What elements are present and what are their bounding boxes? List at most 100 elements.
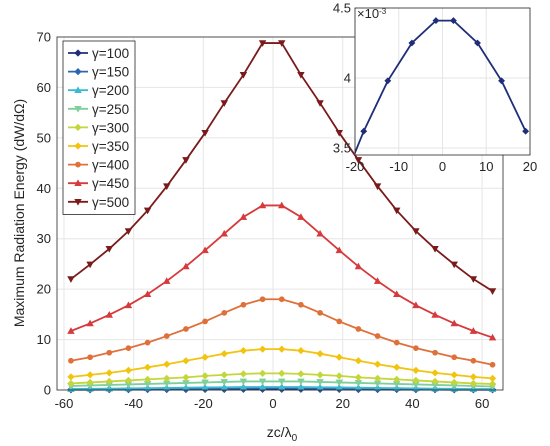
inset-data-point — [498, 77, 505, 85]
data-point — [239, 378, 248, 386]
y-tick-label: 60 — [37, 80, 51, 95]
data-point — [202, 318, 208, 325]
data-point — [86, 371, 94, 379]
legend-item: γ=300 — [68, 120, 129, 135]
x-tick-label: -60 — [55, 396, 74, 411]
inset-data-point — [522, 127, 530, 135]
data-point — [393, 375, 401, 384]
data-point — [201, 129, 209, 137]
data-point — [373, 277, 382, 284]
data-point — [373, 183, 382, 191]
data-point — [105, 245, 113, 253]
data-point — [432, 349, 438, 356]
inset-y-tick-label: 4 — [344, 71, 351, 86]
legend-item: γ=450 — [68, 176, 129, 191]
data-point — [354, 157, 363, 164]
data-point — [431, 311, 439, 318]
legend-marker — [74, 198, 82, 206]
data-point — [67, 373, 75, 381]
data-point — [201, 379, 209, 387]
data-point — [298, 301, 304, 308]
data-point — [239, 370, 248, 378]
data-point — [450, 371, 458, 379]
legend-item: γ=100 — [68, 46, 129, 61]
x-axis-label: zc/λ0 — [267, 424, 298, 444]
data-point — [105, 377, 113, 386]
data-point — [278, 378, 286, 386]
data-point — [67, 379, 75, 388]
legend-label: γ=300 — [92, 120, 129, 135]
data-point — [393, 363, 401, 371]
y-axis-label: Maximum Radiation Energy (dW/dΩ) — [11, 99, 27, 327]
data-point — [143, 375, 152, 384]
data-point — [412, 301, 420, 309]
data-point — [87, 354, 93, 361]
data-point — [201, 246, 209, 254]
data-point — [470, 357, 477, 364]
inset-exponent-label: ×10-3 — [357, 6, 387, 21]
data-point — [412, 228, 420, 235]
data-point — [297, 378, 305, 386]
data-point — [469, 327, 478, 334]
x-tick-label: 40 — [405, 396, 419, 411]
data-point — [259, 296, 266, 303]
legend: γ=100 γ=150 γ=200 γ=250 γ=300 γ=350 γ=400 γ=450… — [62, 40, 136, 215]
data-point — [393, 384, 401, 392]
data-point — [86, 261, 94, 269]
data-point — [221, 309, 228, 316]
data-point — [335, 372, 343, 380]
data-point — [335, 353, 343, 361]
data-point — [488, 374, 497, 383]
inset-data-point — [474, 39, 481, 47]
inset-data-point — [408, 39, 416, 47]
data-point — [258, 369, 267, 377]
data-point — [124, 376, 133, 385]
series-γ=400 — [68, 296, 496, 368]
data-point — [489, 361, 496, 368]
y-tick-label: 70 — [37, 30, 51, 45]
x-tick-label: 60 — [475, 396, 489, 411]
data-point — [220, 350, 228, 358]
y-tick-label: 10 — [37, 332, 51, 347]
legend-item: γ=200 — [68, 83, 129, 98]
data-point — [201, 353, 209, 361]
legend-marker — [74, 67, 82, 76]
y-tick-label: 20 — [37, 282, 51, 297]
data-point — [220, 100, 228, 107]
inset-data-point — [432, 17, 440, 25]
data-point — [316, 379, 324, 386]
legend-marker — [74, 49, 82, 57]
data-point — [278, 369, 286, 377]
data-point — [450, 319, 458, 327]
data-point — [105, 369, 113, 377]
data-point — [317, 309, 323, 316]
legend-label: γ=250 — [92, 102, 129, 117]
data-point — [431, 377, 439, 386]
data-point — [182, 157, 190, 164]
data-point — [201, 372, 209, 380]
legend-marker — [74, 179, 82, 187]
data-point — [258, 378, 267, 386]
data-point — [336, 318, 343, 325]
inset-x-tick-label: -10 — [389, 159, 408, 174]
legend-label: γ=450 — [92, 176, 129, 191]
data-point — [451, 354, 458, 361]
data-point — [297, 370, 305, 378]
data-point — [393, 207, 401, 215]
data-point — [163, 374, 171, 383]
data-point — [278, 40, 286, 47]
data-point — [144, 339, 151, 346]
main-series-layer — [67, 40, 497, 394]
data-point — [258, 40, 267, 47]
legend-marker — [74, 105, 82, 113]
data-point — [143, 207, 152, 215]
data-point — [335, 129, 343, 137]
data-point — [183, 326, 189, 332]
data-point — [450, 261, 458, 269]
inset-y-tick-label: 4.5 — [333, 1, 351, 16]
data-point — [373, 374, 382, 383]
data-point — [68, 357, 74, 364]
data-point — [258, 345, 267, 353]
data-point — [393, 339, 400, 346]
inset-exponent-power: -3 — [379, 7, 387, 16]
